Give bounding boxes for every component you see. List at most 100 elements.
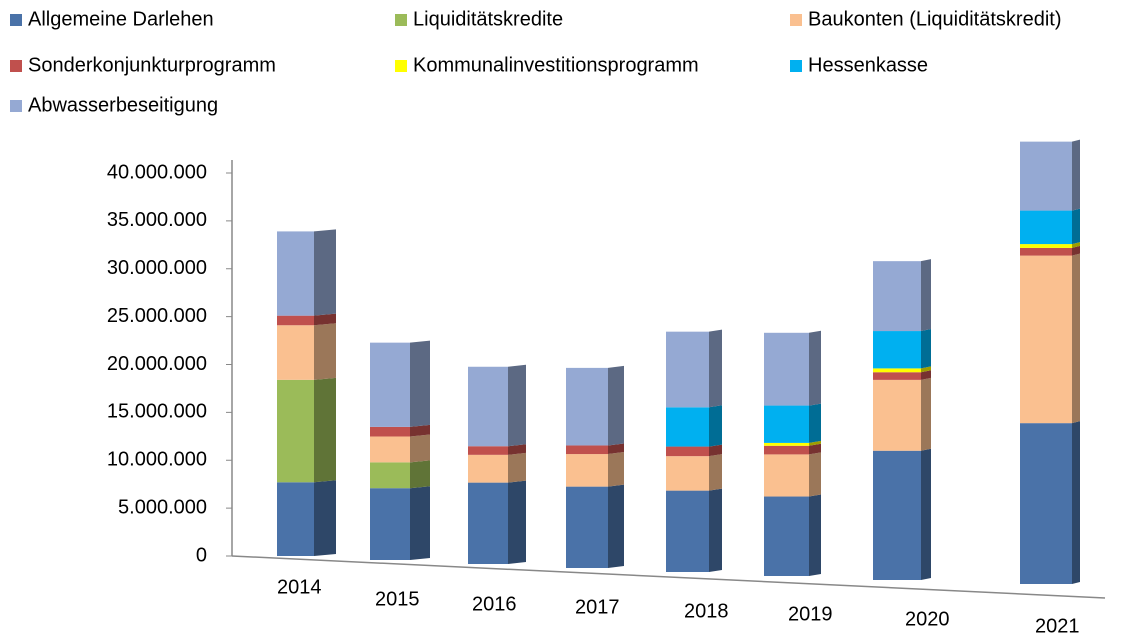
bar-segment (566, 445, 608, 455)
legend-label: Kommunalinvestitionsprogramm (413, 54, 699, 76)
bar-segment (764, 454, 809, 497)
bar-segment (1020, 210, 1072, 245)
bar-segment-side (709, 329, 722, 408)
bar-segment (277, 482, 314, 556)
bar-segment-side (809, 403, 821, 443)
bar-segment-side (809, 494, 821, 576)
bar-segment-side (1072, 245, 1080, 256)
bar-segment-side (709, 488, 722, 572)
y-tick-label: 40.000.000 (107, 161, 207, 183)
x-tick-label: 2017 (575, 596, 620, 618)
legend-label: Abwasserbeseitigung (28, 94, 218, 116)
bar-segment (468, 366, 508, 447)
bar-segment-side (508, 444, 526, 455)
bar-segment (666, 490, 709, 572)
bar-segment (277, 315, 314, 326)
bar-segment (666, 456, 709, 491)
bar-segment (873, 368, 921, 373)
bar-segment-side (921, 366, 931, 373)
bar-segment (1020, 255, 1072, 424)
bar-segment-side (921, 259, 931, 332)
legend-label: Liquiditätskredite (413, 8, 563, 30)
bar-segment (764, 332, 809, 406)
bar-segment (1020, 423, 1072, 584)
bar-segment (370, 488, 410, 560)
legend-swatch (790, 60, 802, 72)
bar-segment (277, 325, 314, 380)
bar-segment (873, 379, 921, 451)
bar-segment-side (314, 377, 336, 483)
bar-segment-side (709, 454, 722, 491)
bar-segment-side (921, 370, 931, 380)
bar-segment (468, 482, 508, 564)
y-tick-label: 25.000.000 (107, 305, 207, 327)
x-axis (231, 555, 1106, 599)
bar-segment-side (1072, 139, 1080, 211)
bar-segment (764, 496, 809, 576)
bar-segment (566, 367, 608, 446)
bar-segment-side (709, 405, 722, 447)
x-tick-label: 2021 (1035, 615, 1080, 634)
bar-segment (666, 446, 709, 457)
bar-segment (277, 231, 314, 316)
x-tick-label: 2018 (684, 600, 729, 622)
bar-segment (764, 445, 809, 455)
bar-segment-side (410, 486, 430, 560)
bar-segment-side (1072, 208, 1080, 245)
bar-segment-side (1072, 253, 1080, 424)
bar-segment (873, 331, 921, 369)
bar-segment (468, 454, 508, 483)
bar-segment-side (1072, 242, 1080, 248)
y-tick-label: 20.000.000 (107, 353, 207, 375)
legend-swatch (790, 14, 802, 26)
legend-swatch (395, 60, 407, 72)
bar-segment-side (921, 377, 931, 451)
bar-segment-side (809, 443, 821, 455)
y-tick-label: 10.000.000 (107, 449, 207, 471)
bar-segment-side (508, 364, 526, 447)
bar-segment-side (410, 424, 430, 437)
bar-segment-side (608, 365, 624, 446)
legend-label: Baukonten (Liquiditätskredit) (808, 8, 1061, 30)
bar-segment (370, 462, 410, 489)
x-tick-label: 2016 (472, 593, 517, 615)
bar-segment-side (1072, 421, 1080, 584)
bar-segment-side (314, 323, 336, 380)
y-tick-label: 30.000.000 (107, 257, 207, 279)
bar-segment-side (608, 443, 624, 455)
bar-segment-side (809, 330, 821, 406)
x-tick-label: 2015 (375, 588, 420, 610)
bar-segment-side (921, 448, 931, 580)
bar-segment-side (410, 434, 430, 463)
bar-segment-side (921, 329, 931, 369)
bar-segment-side (608, 452, 624, 487)
bar-segment (277, 379, 314, 483)
legend-label: Sonderkonjunkturprogramm (28, 54, 276, 76)
bar-segment (1020, 141, 1072, 211)
bar-segment-side (314, 229, 336, 316)
bar-segment (666, 407, 709, 447)
bar-segment-side (314, 313, 336, 326)
bar-segment (666, 331, 709, 408)
bar-segment (873, 372, 921, 380)
legend-swatch (10, 100, 22, 112)
bar-segment (1020, 244, 1072, 248)
bar-segment-side (410, 460, 430, 489)
legend-label: Hessenkasse (808, 54, 928, 76)
bar-segment-side (709, 444, 722, 457)
bar-segment (468, 446, 508, 455)
bar-segment-side (608, 484, 624, 568)
bar-segment (1020, 247, 1072, 256)
bar-segment (370, 426, 410, 437)
legend-swatch (10, 60, 22, 72)
legend-label: Allgemeine Darlehen (28, 8, 214, 30)
bar-segment (566, 454, 608, 487)
bar-segment (764, 442, 809, 446)
bar-segment (370, 436, 410, 463)
x-tick-label: 2019 (788, 603, 833, 625)
bar-segment-side (809, 440, 821, 446)
bar-segment-side (410, 340, 430, 427)
legend-swatch (395, 14, 407, 26)
